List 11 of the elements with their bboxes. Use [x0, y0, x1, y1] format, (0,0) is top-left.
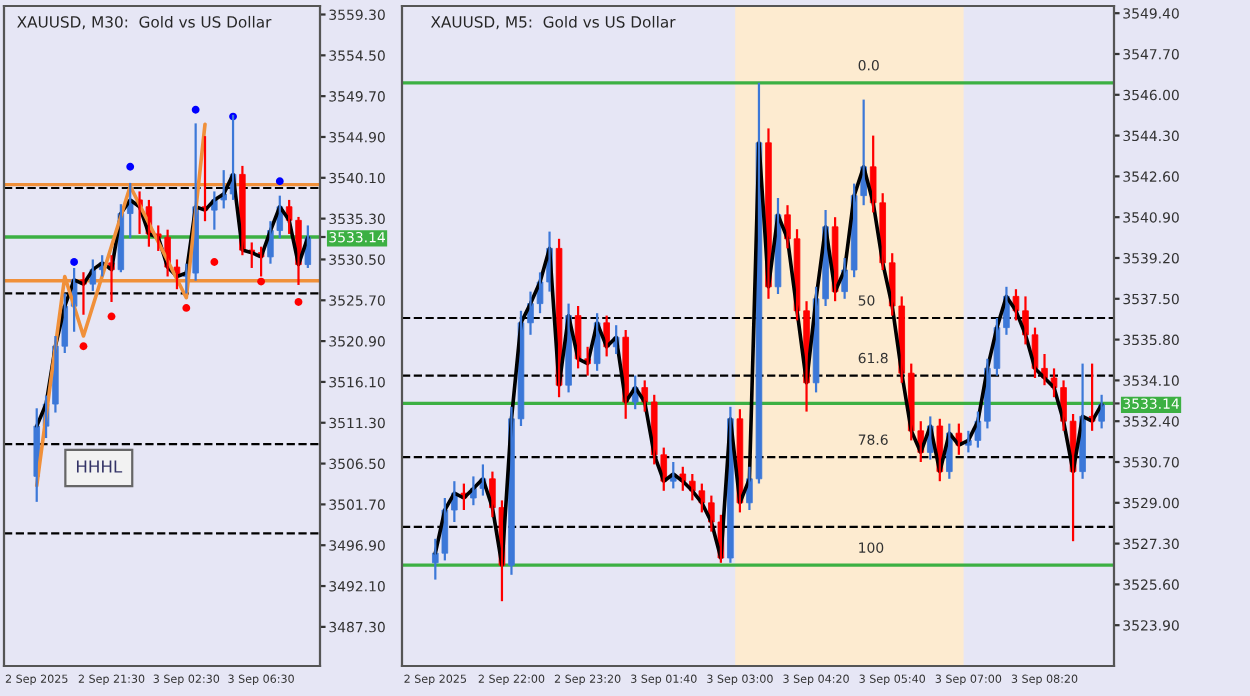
annotation: HHHL — [76, 460, 123, 473]
point — [210, 258, 219, 266]
point — [70, 258, 79, 266]
point — [294, 298, 303, 306]
point — [257, 277, 266, 286]
point — [275, 177, 284, 186]
point — [79, 342, 88, 351]
point — [191, 105, 200, 114]
point — [182, 304, 191, 312]
point — [107, 312, 116, 321]
point — [126, 162, 135, 171]
